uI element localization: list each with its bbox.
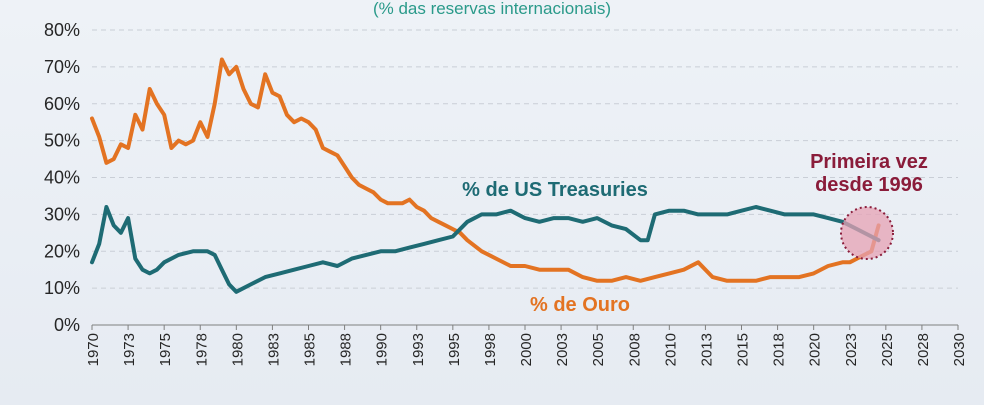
x-tick-label: 2013	[698, 333, 715, 366]
x-tick-label: 1983	[265, 333, 282, 366]
x-tick-label: 1975	[157, 333, 174, 366]
highlight-circle	[840, 206, 894, 260]
series-group	[90, 57, 881, 294]
x-tick-label: 1995	[446, 333, 463, 366]
x-tick-label: 2025	[879, 333, 896, 366]
y-tick-label: 30%	[44, 204, 80, 224]
y-tick-label: 20%	[44, 241, 80, 261]
x-tick-label: 2008	[626, 333, 643, 366]
x-tick-label: 2018	[771, 333, 788, 366]
x-tick-label: 2005	[590, 333, 607, 366]
x-tick-label: 1973	[121, 333, 138, 366]
x-tick-label: 1993	[410, 333, 427, 366]
highlight-label-line2: desde 1996	[815, 174, 923, 196]
x-tick-label: 2000	[518, 333, 535, 366]
y-tick-label: 50%	[44, 131, 80, 151]
x-tick-label: 1980	[229, 333, 246, 366]
gold-series-line	[90, 57, 881, 283]
y-tick-label: 0%	[54, 315, 80, 335]
x-tick-label: 2020	[807, 333, 824, 366]
x-tick-label: 2023	[843, 333, 860, 366]
highlight-label-line1: Primeira vez	[810, 151, 928, 173]
chart-subtitle: (% das reservas internacionais)	[373, 0, 611, 18]
x-tick-label: 1978	[193, 333, 210, 366]
treasuries-label: % de US Treasuries	[462, 179, 648, 201]
y-tick-label: 80%	[44, 20, 80, 40]
y-tick-label: 70%	[44, 57, 80, 77]
x-tick-label: 1970	[85, 333, 102, 366]
x-tick-label: 2030	[951, 333, 968, 366]
y-tick-label: 60%	[44, 94, 80, 114]
y-axis: 0% 10% 20% 30% 40% 50% 60% 70% 80%	[44, 20, 80, 335]
x-axis: 1970 1973 1975 1978 1980 1983 1985 1988 1990 1993…	[85, 325, 968, 366]
x-tick-label: 1990	[374, 333, 391, 366]
y-tick-label: 40%	[44, 168, 80, 188]
x-tick-label: 2015	[735, 333, 752, 366]
treasuries-series-line	[90, 205, 881, 294]
x-tick-label: 1985	[302, 333, 319, 366]
y-tick-label: 10%	[44, 278, 80, 298]
x-tick-label: 2028	[915, 333, 932, 366]
x-tick-label: 2003	[554, 333, 571, 366]
x-tick-label: 1998	[482, 333, 499, 366]
gold-label: % de Ouro	[530, 294, 630, 316]
x-tick-label: 1988	[338, 333, 355, 366]
x-tick-label: 2010	[662, 333, 679, 366]
